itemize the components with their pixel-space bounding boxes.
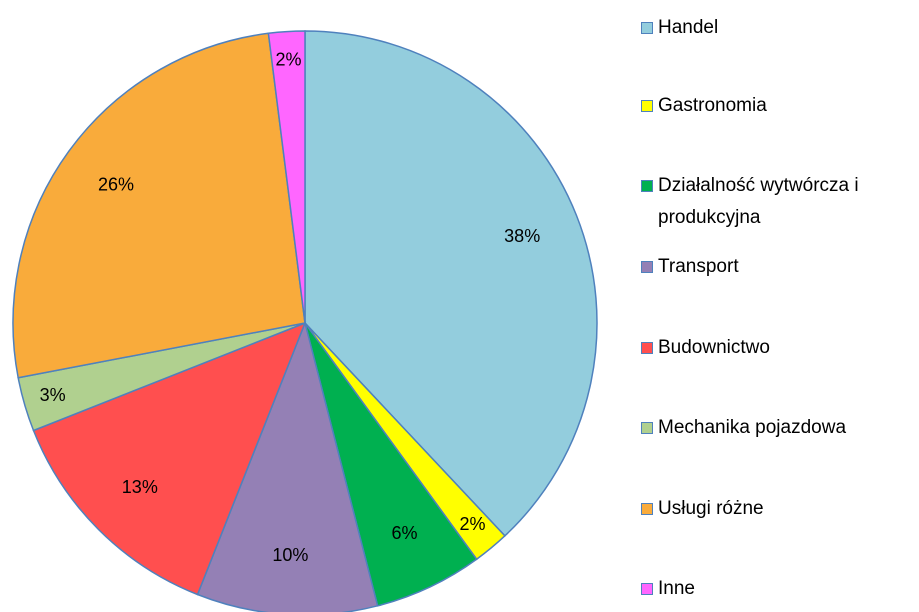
data-label: 26% xyxy=(98,174,134,194)
legend-item: Działalność wytwórcza i produkcyjna xyxy=(641,170,916,234)
legend-swatch xyxy=(641,261,653,273)
legend-label: Inne xyxy=(658,578,695,599)
legend-swatch xyxy=(641,22,653,34)
data-label: 3% xyxy=(40,385,66,405)
pie-slice xyxy=(12,32,306,379)
legend-swatch xyxy=(641,342,653,354)
legend-label: Transport xyxy=(658,256,739,277)
legend-label: Usługi różne xyxy=(658,498,764,519)
legend-swatch xyxy=(641,583,653,595)
pie-slice xyxy=(304,30,598,537)
legend-item: Transport xyxy=(641,251,916,283)
legend-label: Działalność wytwórcza i produkcyjna xyxy=(658,175,859,228)
legend-item: Handel xyxy=(641,12,916,44)
legend-item: Gastronomia xyxy=(641,90,916,122)
legend-item: Mechanika pojazdowa xyxy=(641,412,916,444)
pie-slice xyxy=(267,30,306,324)
legend-label: Budownictwo xyxy=(658,337,770,358)
legend-swatch xyxy=(641,503,653,515)
data-label: 10% xyxy=(272,545,308,565)
legend-swatch xyxy=(641,422,653,434)
data-label: 2% xyxy=(460,514,486,534)
legend-label: Mechanika pojazdowa xyxy=(658,417,847,438)
legend-label: Gastronomia xyxy=(658,95,767,116)
data-label: 38% xyxy=(504,226,540,246)
legend-item: Budownictwo xyxy=(641,332,916,364)
pie-slice xyxy=(196,320,379,612)
pie-slice xyxy=(32,321,307,596)
data-label: 2% xyxy=(275,49,301,69)
legend-swatch xyxy=(641,100,653,112)
legend-swatch xyxy=(641,180,653,192)
legend-label: Handel xyxy=(658,17,719,38)
legend-item: Inne xyxy=(641,573,916,605)
legend-item: Usługi różne xyxy=(641,493,916,525)
data-label: 13% xyxy=(122,477,158,497)
data-label: 6% xyxy=(391,523,417,543)
